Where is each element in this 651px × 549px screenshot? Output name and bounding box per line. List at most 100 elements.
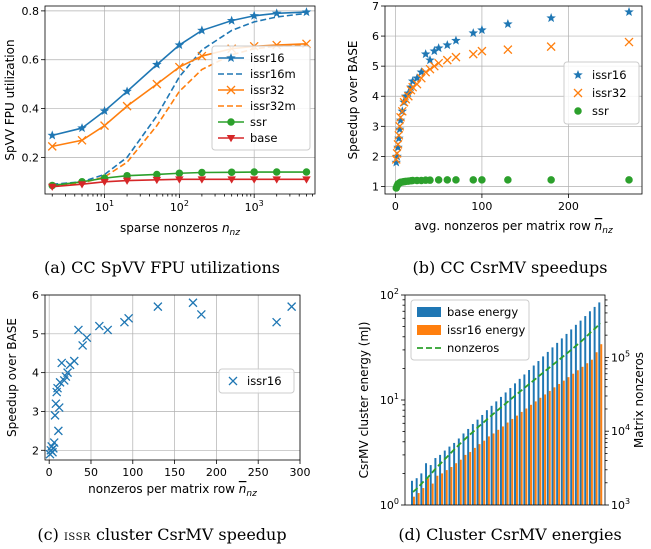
point-issr32-24 — [624, 37, 634, 47]
x-axis-label-b-n: n — [595, 219, 603, 233]
tick-label-y2-1-base: 10 — [611, 425, 625, 438]
point-issr16-2 — [99, 105, 110, 116]
legend-label-issr16m: issr16m — [250, 67, 296, 81]
point-ssr-8 — [250, 168, 258, 176]
tick-label-y-4: 5 — [372, 60, 379, 73]
point-issr32-1 — [77, 135, 87, 145]
y-axis-label-b: Speedup over BASE — [346, 41, 360, 160]
point-issr16-13 — [57, 358, 67, 368]
point-issr16-17 — [433, 43, 444, 53]
bar-issr16-energy-20 — [506, 422, 509, 505]
point-issr32-16 — [429, 61, 439, 71]
point-issr16-6 — [50, 410, 60, 420]
point-issr16-11 — [54, 403, 64, 413]
point-base-1 — [77, 181, 87, 189]
tick-label-x-2-exp: 3 — [259, 199, 264, 208]
bar-base-energy-10 — [457, 438, 460, 505]
point-issr16-15 — [425, 55, 435, 65]
legend-label-issr16: issr16 — [250, 51, 285, 65]
point-issr16-26 — [153, 302, 163, 312]
plot-frame-c — [44, 294, 301, 461]
point-issr16-19 — [73, 325, 83, 335]
point-issr16-7 — [226, 15, 237, 25]
bar-issr16-energy-13 — [473, 447, 476, 505]
bar-base-energy-30 — [551, 347, 554, 505]
tick-label-y-3: 5 — [32, 328, 39, 341]
x-axis-label-b: avg. nonzeros per matrix row nnz — [414, 219, 613, 236]
bar-base-energy-26 — [532, 365, 535, 505]
tick-label-x-2: 100 — [122, 466, 143, 479]
point-issr16-20 — [468, 28, 479, 38]
bar-base-energy-39 — [593, 306, 596, 505]
bar-issr16-energy-34 — [572, 373, 575, 505]
point-issr16-23 — [546, 13, 556, 23]
legend-d: base energy issr16 energy nonzeros — [410, 299, 530, 361]
x-axis-label-b-sub: nz — [602, 226, 613, 236]
tick-label-y-1: 101 — [380, 392, 399, 407]
tick-label-x-1: 50 — [84, 466, 98, 479]
tick-label-x-2: 103 — [245, 199, 264, 214]
point-issr32-19 — [451, 52, 461, 62]
point-issr16-28 — [196, 309, 206, 319]
y-axis-label-c: Speedup over BASE — [5, 318, 19, 437]
tick-label-y-2: 0.6 — [22, 54, 40, 67]
bar-base-energy-25 — [528, 370, 531, 505]
bar-base-energy-33 — [565, 333, 568, 505]
point-ssr-23 — [625, 176, 633, 184]
point-issr16-23 — [103, 325, 113, 335]
tick-label-x-6: 300 — [290, 466, 311, 479]
tick-label-y-6: 7 — [372, 0, 379, 13]
point-issr16-5 — [174, 40, 185, 50]
tick-label-y-0: 0.2 — [22, 151, 40, 164]
bar-issr16-energy-26 — [534, 401, 537, 505]
point-issr32-5 — [174, 62, 184, 72]
bar-base-energy-14 — [476, 419, 479, 505]
point-issr16-0 — [47, 130, 58, 140]
bar-base-energy-21 — [509, 388, 512, 505]
bar-base-energy-13 — [471, 424, 474, 505]
y-axis-label-a: SpVV FPU utilization — [3, 39, 17, 160]
caption-c-small: issr — [64, 528, 91, 544]
tick-label-x-4: 200 — [206, 466, 227, 479]
bar-issr16-energy-32 — [562, 380, 565, 505]
legend-label-base: base — [250, 131, 277, 145]
point-issr16-21 — [82, 333, 92, 343]
bar-issr16-energy-33 — [567, 377, 570, 505]
point-ssr-5 — [175, 169, 184, 177]
bar-base-energy-9 — [453, 442, 456, 505]
point-issr32-5 — [396, 112, 406, 122]
tick-label-x-0-base: 10 — [95, 201, 109, 214]
bar-base-energy-0 — [411, 480, 413, 505]
bar-base-energy-18 — [495, 401, 498, 505]
x-axis-label-a-sub: nz — [230, 228, 241, 238]
bar-issr16-energy-31 — [558, 384, 561, 505]
point-issr16-13 — [416, 67, 427, 77]
bar-issr16-energy-30 — [553, 387, 556, 505]
legend-label-issr16: issr16 — [247, 374, 282, 388]
point-issr16-22 — [503, 19, 513, 29]
bar-issr16-energy-38 — [590, 359, 593, 505]
point-issr16-14 — [420, 49, 431, 59]
point-ssr-4 — [153, 170, 161, 179]
bar-base-energy-32 — [560, 338, 563, 505]
bar-issr16-energy-35 — [576, 370, 579, 505]
point-issr16-9 — [271, 8, 282, 18]
bar-issr16-energy-18 — [497, 429, 500, 505]
point-issr32-14 — [421, 67, 431, 77]
caption-c: (c) issr cluster CsrMV speedup — [37, 525, 286, 544]
point-issr32-18 — [442, 55, 452, 65]
bar-issr16-energy-40 — [600, 344, 603, 505]
point-issr16-20 — [78, 341, 88, 350]
point-ssr-17 — [443, 176, 452, 184]
y-axis-label-d: CsrMV cluster energy (mJ) — [357, 322, 371, 479]
bar-issr16-energy-27 — [539, 397, 542, 505]
tick-label-y-5: 6 — [372, 30, 379, 43]
bar-issr16-energy-23 — [520, 411, 523, 505]
bar-issr16-energy-22 — [515, 415, 518, 505]
point-ssr-9 — [272, 168, 281, 176]
point-issr16-21 — [477, 25, 487, 35]
line-nonzeros — [412, 322, 601, 493]
point-issr16-27 — [188, 298, 198, 308]
bar-issr16-energy-29 — [548, 390, 551, 505]
